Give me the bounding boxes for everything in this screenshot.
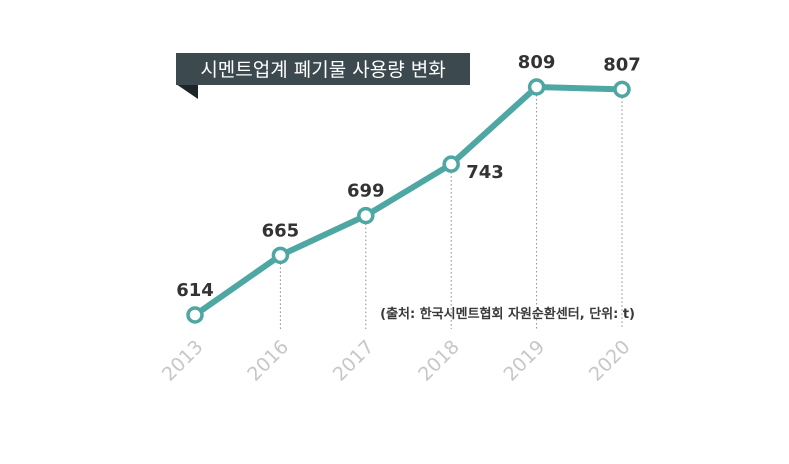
data-points	[186, 78, 631, 324]
data-point	[186, 306, 204, 324]
data-labels: 614 665 699 743 809 807	[176, 52, 641, 301]
source-note: (출처: 한국시멘트협회 자원순환센터, 단위: t)	[380, 306, 635, 322]
data-point	[357, 206, 375, 225]
x-tick-label: 2013	[158, 336, 208, 386]
chart-title-banner: 시멘트업계 폐기물 사용량 변화	[176, 53, 470, 99]
x-tick-label: 2016	[243, 336, 293, 386]
data-label: 699	[347, 181, 385, 202]
x-tick-label: 2018	[414, 336, 464, 386]
series-line-layer	[192, 84, 625, 318]
x-tick-label: 2017	[329, 336, 379, 386]
x-tick-label: 2020	[585, 336, 635, 386]
guide-lines	[279, 95, 623, 329]
data-label: 809	[518, 52, 556, 73]
data-label: 665	[262, 220, 300, 241]
data-point	[527, 78, 546, 96]
data-label: 807	[603, 54, 641, 75]
data-label: 743	[466, 162, 504, 183]
title-banner-shadow	[176, 84, 198, 99]
data-point	[271, 246, 290, 265]
x-tick-label: 2019	[499, 336, 549, 386]
series-line	[192, 84, 625, 318]
data-label: 614	[176, 280, 214, 301]
data-point	[442, 155, 460, 173]
data-point	[613, 80, 631, 99]
x-axis-tick-labels: 2013 2016 2017 2018 2019 2020	[158, 336, 635, 386]
title-banner-bg	[176, 53, 470, 85]
chart-title: 시멘트업계 폐기물 사용량 변화	[200, 59, 445, 81]
